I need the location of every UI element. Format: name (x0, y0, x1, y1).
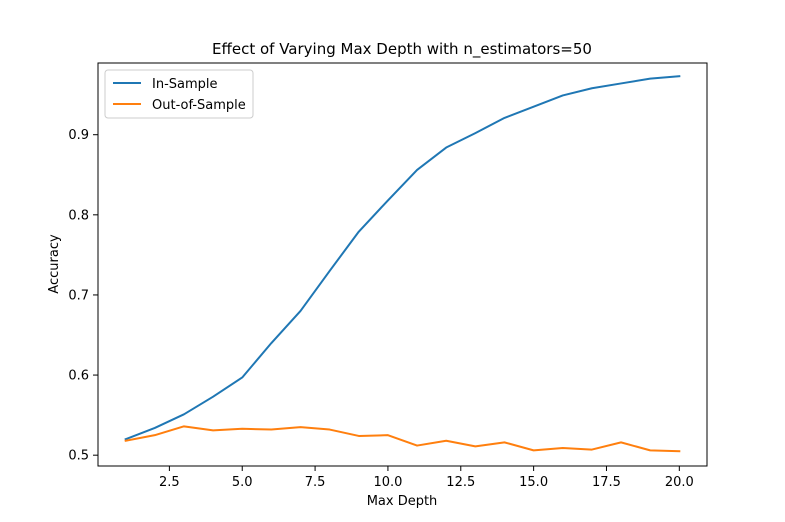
y-tick-label: 0.6 (68, 369, 89, 384)
series-line-in-sample (124, 75, 681, 441)
legend-box (104, 69, 254, 119)
x-tick-label: 12.5 (446, 475, 475, 490)
text-layer: Effect of Varying Max Depth with n_estim… (47, 40, 592, 509)
y-tick-label: 0.9 (68, 128, 89, 143)
axes-frame (97, 62, 708, 467)
legend: In-Sample Out-of-Sample (104, 69, 254, 119)
y-tick-label: 0.5 (68, 449, 89, 464)
legend-label: In-Sample (152, 77, 218, 92)
legend-label: Out-of-Sample (152, 98, 246, 113)
y-tick-label: 0.7 (68, 288, 89, 303)
x-tick-label: 17.5 (592, 475, 621, 490)
plot-background (98, 63, 707, 466)
series-layer (124, 75, 681, 453)
x-tick-label: 2.5 (159, 475, 180, 490)
y-axis-label: Accuracy (47, 234, 62, 294)
x-tick-label: 5.0 (232, 475, 253, 490)
series-line-out-of-sample (124, 425, 681, 453)
x-tick-label: 15.0 (519, 475, 548, 490)
chart-title: Effect of Varying Max Depth with n_estim… (212, 40, 592, 59)
x-tick-label: 10.0 (373, 475, 402, 490)
x-tick-label: 20.0 (665, 475, 694, 490)
plot-area (98, 63, 707, 466)
y-tick-label: 0.8 (68, 208, 89, 223)
x-axis-label: Max Depth (367, 494, 438, 509)
axes-layer: 2.5 5.0 7.5 10.0 12.5 15.0 17.5 20.0 0.5 0.6 0.7 0.… (68, 62, 708, 490)
x-tick-label: 7.5 (305, 475, 326, 490)
